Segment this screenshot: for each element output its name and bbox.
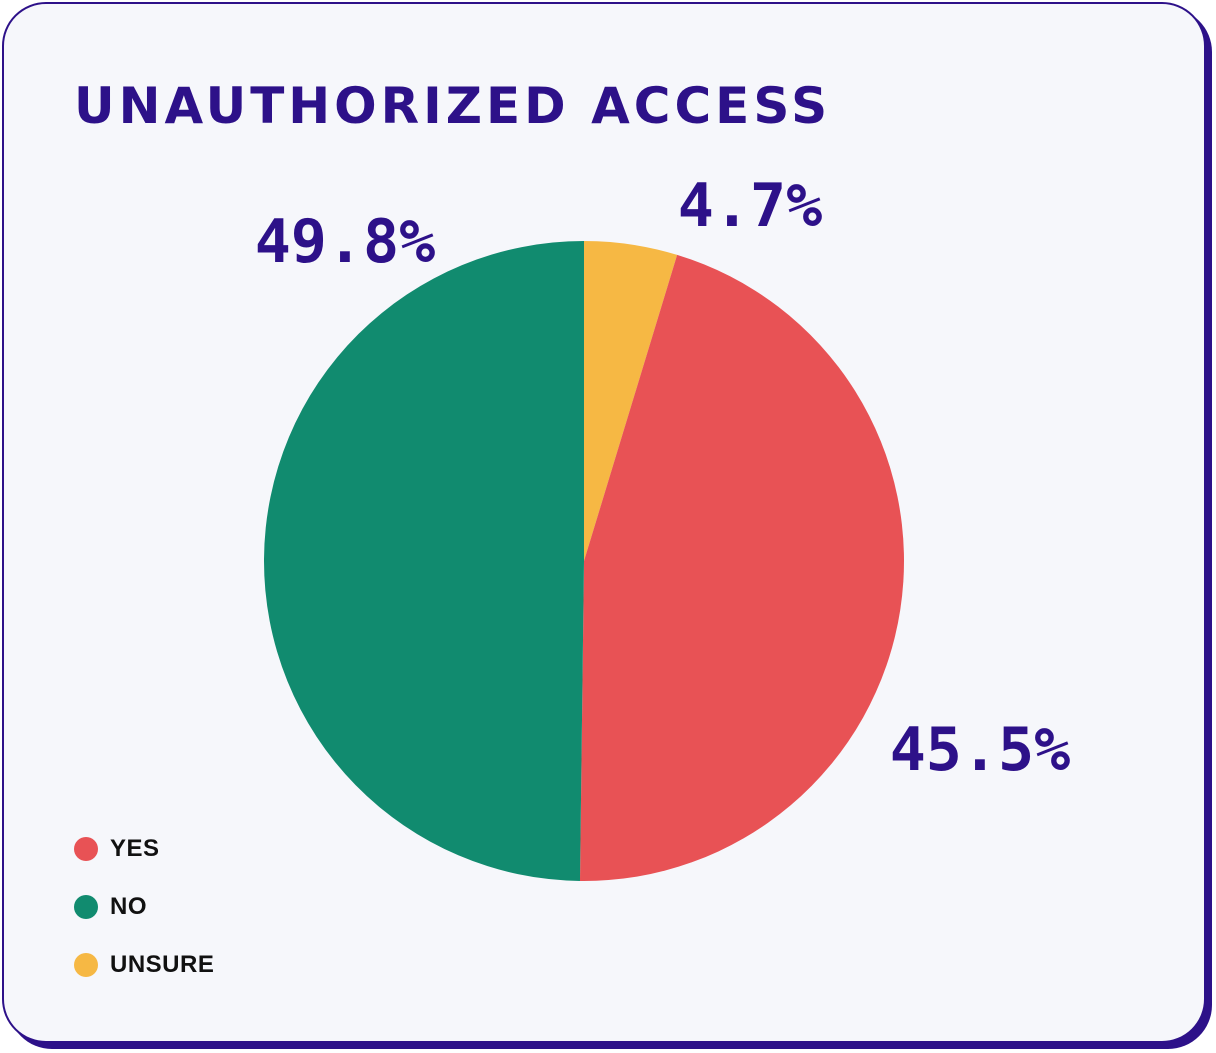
chart-title: UNAUTHORIZED ACCESS — [74, 77, 832, 135]
legend: YES NO UNSURE — [74, 834, 214, 1008]
value-label-unsure: 4.7% — [678, 171, 823, 241]
legend-label-no: NO — [110, 893, 147, 920]
legend-dot-yes — [74, 837, 98, 861]
value-label-yes: 45.5% — [890, 715, 1071, 785]
legend-dot-no — [74, 895, 98, 919]
legend-item-no: NO — [74, 892, 214, 922]
legend-item-yes: YES — [74, 834, 214, 864]
pie-slices — [263, 241, 904, 881]
legend-item-unsure: UNSURE — [74, 950, 214, 980]
pie-value-labels: 4.7% 45.5% 49.8% — [255, 171, 1071, 785]
value-label-no: 49.8% — [255, 207, 436, 277]
pie-slice-unsure — [584, 241, 678, 561]
legend-dot-unsure — [74, 953, 98, 977]
legend-label-unsure: UNSURE — [110, 951, 215, 978]
pie-slice-no — [263, 241, 584, 881]
pie-slice-yes — [579, 254, 904, 881]
legend-label-yes: YES — [110, 835, 160, 862]
